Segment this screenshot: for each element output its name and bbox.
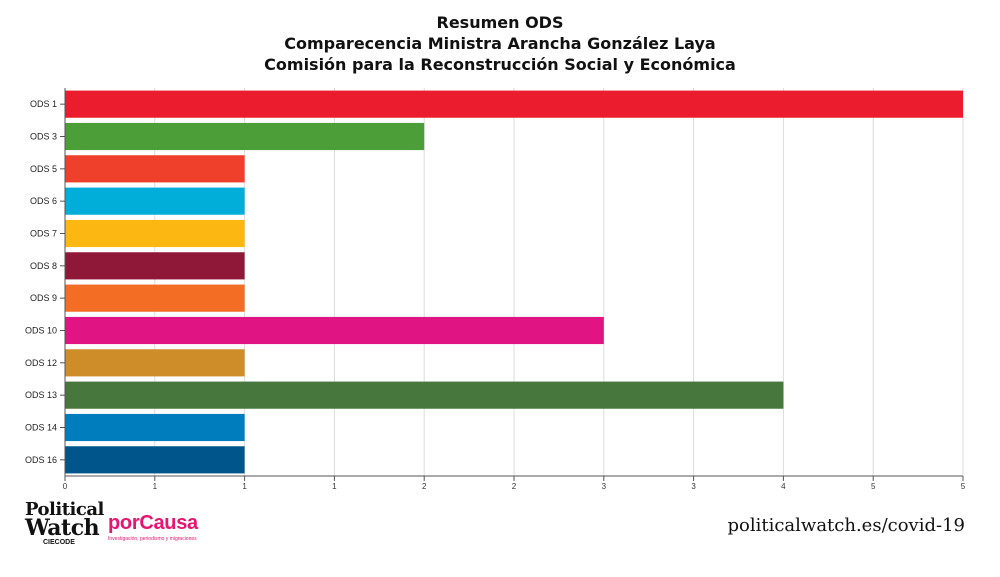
political-watch-logo: Political Watch CIECODE	[25, 500, 104, 547]
y-tick-label: ODS 7	[30, 229, 57, 239]
axes: 0 1 1 1 2 2 3 3 4 5 5 ODS 1 ODS 3 ODS 5 ODS 6 ODS 7 ODS …	[25, 88, 966, 491]
porcausa-logo: porCausa Investigación, periodismo y mig…	[108, 512, 198, 542]
chart-title-line-1: Resumen ODS	[436, 13, 564, 32]
x-tick-label: 3	[602, 482, 607, 491]
bars	[65, 90, 963, 474]
bar	[65, 122, 425, 151]
x-tick-label: 5	[871, 482, 876, 491]
political-watch-logo-line1: Political	[25, 499, 104, 520]
chart-title-line-2: Comparecencia Ministra Arancha González …	[284, 34, 716, 53]
bar	[65, 187, 245, 215]
y-tick-label: ODS 3	[30, 132, 57, 142]
y-tick-label: ODS 10	[25, 326, 57, 336]
chart-title-line-3: Comisión para la Reconstrucción Social y…	[264, 55, 736, 74]
bar	[65, 90, 963, 118]
bar	[65, 381, 784, 409]
grid-lines	[154, 88, 964, 476]
y-tick-label: ODS 16	[25, 455, 57, 465]
x-tick-label: 0	[63, 482, 68, 491]
x-tick-label: 4	[781, 482, 786, 491]
x-tick-label: 1	[332, 482, 337, 491]
bar	[65, 219, 245, 248]
y-tick-label: ODS 13	[25, 390, 57, 400]
x-tick-label: 1	[153, 482, 158, 491]
bar	[65, 284, 245, 312]
porcausa-tagline: Investigación, periodismo y migraciones	[108, 536, 197, 542]
ciecode-logo-text: CIECODE	[43, 539, 75, 546]
x-tick-label: 3	[691, 482, 696, 491]
y-tick-label: ODS 5	[30, 164, 57, 174]
bar	[65, 349, 245, 377]
site-url: politicalwatch.es/covid-19	[727, 515, 965, 536]
x-tick-label: 1	[242, 482, 247, 491]
x-tick-label: 2	[512, 482, 517, 491]
y-tick-label: ODS 8	[30, 261, 57, 271]
bar	[65, 413, 245, 442]
y-tick-label: ODS 14	[25, 423, 57, 433]
y-tick-label: ODS 9	[30, 293, 57, 303]
y-tick-label: ODS 1	[30, 99, 57, 109]
x-tick-label: 5	[961, 482, 966, 491]
porcausa-brand: porCausa	[108, 512, 198, 534]
x-tick-label: 2	[422, 482, 427, 491]
bar	[65, 155, 245, 183]
bar	[65, 316, 604, 345]
political-watch-logo-line2: Watch	[25, 515, 100, 541]
y-tick-label: ODS 12	[25, 358, 57, 368]
y-tick-label: ODS 6	[30, 196, 57, 206]
chart-title: Resumen ODS Comparecencia Ministra Aranc…	[0, 12, 1000, 75]
bar	[65, 252, 245, 280]
bar	[65, 446, 245, 474]
